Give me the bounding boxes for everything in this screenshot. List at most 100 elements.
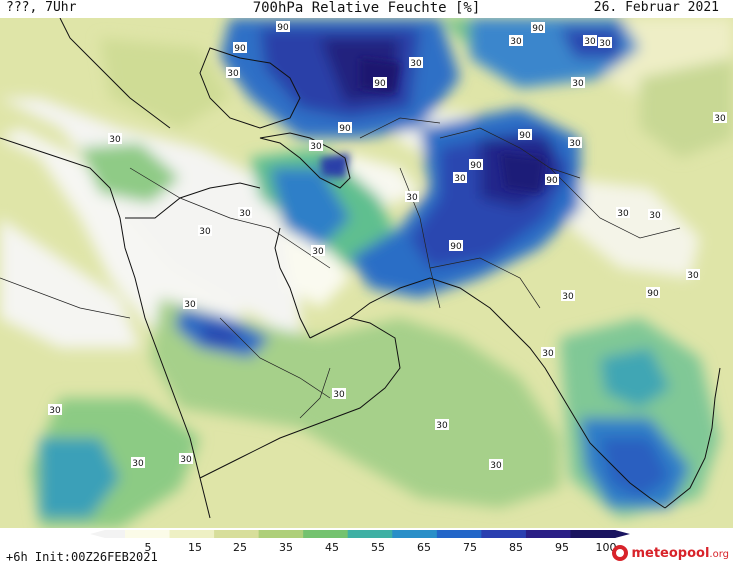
colorbar-swatch (570, 530, 616, 538)
contour-label-text: 30 (510, 37, 522, 47)
date-label: 26. Februar 2021 (593, 0, 719, 15)
contour-label-text: 90 (277, 23, 289, 33)
contour-label: 30 (453, 172, 467, 184)
contour-label-text: 30 (649, 211, 661, 221)
contour-label-text: 90 (450, 242, 462, 252)
contour-label-bg (405, 191, 419, 202)
contour-label: 30 (226, 67, 240, 79)
contour-label-bg (469, 159, 483, 170)
colorbar-swatch (525, 530, 571, 538)
contour-label-text: 30 (184, 300, 196, 310)
colorbar-tick-label: 100 (595, 541, 617, 554)
contour-label-bg (309, 140, 323, 151)
contour-label-text: 30 (569, 139, 581, 149)
contour-label-text: 90 (647, 289, 659, 299)
colorbar-tick-label: 45 (325, 541, 339, 554)
contour-label: 30 (435, 419, 449, 431)
contour-label-text: 30 (410, 59, 422, 69)
contour-label-text: 30 (310, 142, 322, 152)
valid-time-label: ???, 7Uhr (6, 0, 77, 15)
contour-label: 30 (179, 453, 193, 465)
contour-label-text: 30 (109, 135, 121, 145)
humidity-map: 90 90 90 30 30 90 30 90 90 30 30 30 90 90 90 30 30 30 30 30… (0, 18, 733, 528)
contour-label-bg (453, 172, 467, 183)
contour-label: 30 (198, 225, 212, 237)
contour-label-bg (541, 347, 555, 358)
brand-logo[interactable]: meteopool .org (612, 543, 729, 563)
contour-label: 90 (469, 159, 483, 171)
contour-label-bg (646, 287, 660, 298)
colorbar-tick-label: 55 (371, 541, 385, 554)
borders (0, 117, 681, 419)
contour-label-bg (233, 42, 247, 53)
contour-label-text: 30 (714, 114, 726, 124)
header-bar: ???, 7Uhr 700hPa Relative Feuchte [%] 26… (0, 0, 733, 20)
contour-label-text: 30 (454, 174, 466, 184)
contour-label: 90 (338, 122, 352, 134)
colorbar-swatch (125, 530, 171, 538)
contour-label-bg (108, 133, 122, 144)
contour-label: 30 (311, 245, 325, 257)
colorbar-swatch (258, 530, 304, 538)
contour-label-text: 30 (599, 39, 611, 49)
coastlines (0, 18, 721, 519)
contour-label-bg (545, 174, 559, 185)
contour-label-text: 90 (374, 79, 386, 89)
contour-label-bg (276, 21, 290, 32)
contour-label-text: 90 (546, 176, 558, 186)
contour-label: 30 (713, 112, 727, 124)
contour-label-bg (435, 419, 449, 430)
init-time-label: +6h Init:00Z26FEB2021 (6, 550, 158, 564)
contour-label-text: 30 (562, 292, 574, 302)
contour-label-text: 30 (239, 209, 251, 219)
colorbar-tick-label: 15 (188, 541, 202, 554)
colorbar-tick-label: 95 (555, 541, 569, 554)
contour-label-text: 30 (572, 79, 584, 89)
colorbar-arrow-left (90, 530, 105, 538)
contour-label: 30 (616, 207, 630, 219)
contour-label-text: 30 (617, 209, 629, 219)
contour-label: 30 (598, 37, 612, 49)
contour-label: 30 (48, 404, 62, 416)
contour-label-text: 90 (339, 124, 351, 134)
contour-label-text: 30 (436, 421, 448, 431)
contour-label-text: 90 (519, 131, 531, 141)
contour-label-bg (598, 37, 612, 48)
contour-label: 30 (409, 57, 423, 69)
contour-label-bg (561, 290, 575, 301)
contour-label-bg (48, 404, 62, 415)
contour-label: 90 (646, 287, 660, 299)
contour-label-text: 30 (584, 37, 596, 47)
contour-label-bg (518, 129, 532, 140)
humidity-detail (320, 58, 545, 193)
brand-tld: .org (709, 549, 729, 560)
contour-label: 30 (332, 388, 346, 400)
contour-label-text: 30 (490, 461, 502, 471)
contour-label: 30 (309, 140, 323, 152)
contour-label-text: 30 (227, 69, 239, 79)
contour-label: 30 (238, 207, 252, 219)
contour-label: 30 (108, 133, 122, 145)
contour-label-text: 30 (199, 227, 211, 237)
contour-label-bg (179, 453, 193, 464)
brand-name: meteopool (631, 545, 710, 561)
contour-label-bg (449, 240, 463, 251)
contour-label-bg (583, 35, 597, 46)
contour-label: 90 (233, 42, 247, 54)
map-title: 700hPa Relative Feuchte [%] (252, 0, 481, 16)
colorbar-tick-label: 65 (417, 541, 431, 554)
contour-label-bg (332, 388, 346, 399)
colorbar-tick-label: 35 (279, 541, 293, 554)
contour-label-bg (338, 122, 352, 133)
contour-label-bg (531, 22, 545, 33)
contour-label-text: 30 (406, 193, 418, 203)
contour-label: 30 (648, 209, 662, 221)
contour-label: 30 (541, 347, 555, 359)
meteopool-logo-icon (612, 545, 629, 561)
contour-label-text: 30 (312, 247, 324, 257)
contour-label-bg (183, 298, 197, 309)
contour-label-text: 90 (470, 161, 482, 171)
contour-label-bg (509, 35, 523, 46)
contour-label-bg (489, 459, 503, 470)
contour-label-bg (568, 137, 582, 148)
